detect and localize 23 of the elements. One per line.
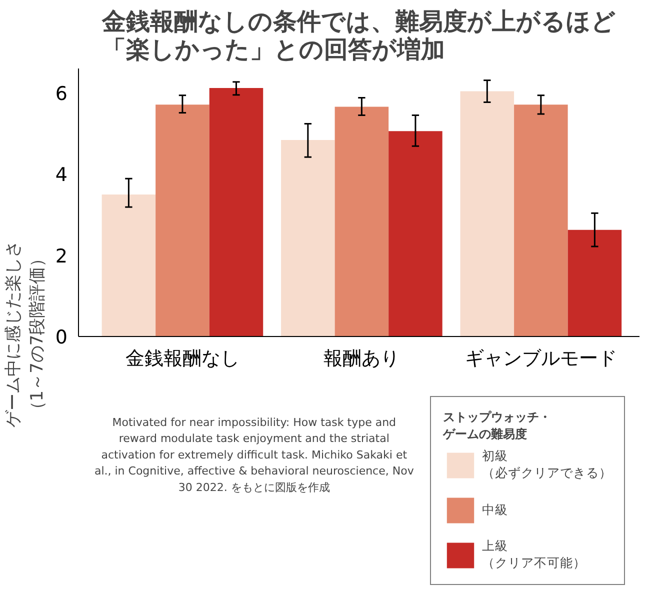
- text: Motivated for near impossibility: How task type and reward modulate task enjoyment and the striatal activation for extremely difficult task. Michiko Sakaki et al., in Cognitive, affective & behavioral neuroscience, Nov 30 2022. をもとに図版を作成: [94, 416, 414, 494]
- legend-label: 初級（必ずクリアできる）: [482, 448, 612, 482]
- bar: [568, 230, 622, 337]
- y-tick-label: 6: [55, 82, 68, 105]
- x-tick-label: 金銭報酬なし: [125, 348, 240, 370]
- x-tick-label: 報酬あり: [324, 348, 400, 370]
- bar: [102, 194, 156, 337]
- bar: [460, 91, 514, 337]
- x-tick-label: ギャンブルモード: [464, 348, 617, 370]
- bar: [156, 104, 210, 337]
- y-tick-label: 2: [55, 245, 68, 268]
- y-tick-label: 0: [55, 326, 68, 349]
- legend-label: 上級（クリア不可能）: [482, 538, 586, 572]
- bar: [388, 131, 442, 337]
- bar: [209, 88, 264, 337]
- bar: [334, 106, 389, 337]
- bar: [281, 140, 335, 337]
- y-axis-title: ゲーム中に感じた楽しさ（1～7の7段階評価）: [3, 240, 48, 428]
- legend-title: ストップウォッチ・ゲームの難易度: [443, 409, 552, 443]
- legend-label: 中級: [482, 500, 508, 518]
- y-tick-label: 4: [55, 164, 68, 186]
- bar: [514, 104, 568, 337]
- chart-title: 金銭報酬なしの条件では、難易度が上がるほど「楽しかった」との回答が増加: [101, 8, 616, 64]
